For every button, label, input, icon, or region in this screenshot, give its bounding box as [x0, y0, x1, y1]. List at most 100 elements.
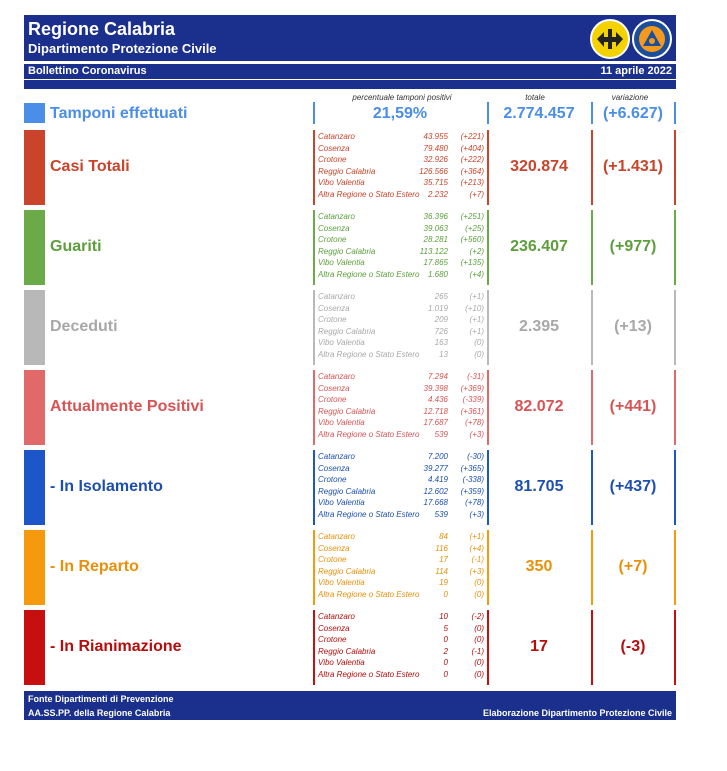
- province-value: 163: [434, 338, 448, 347]
- province-name: Crotone: [318, 395, 347, 404]
- department-title: Dipartimento Protezione Civile: [28, 41, 217, 56]
- isolamento-change: (+437): [609, 477, 657, 495]
- isolamento-label: - In Isolamento: [50, 477, 163, 495]
- deceduti-divider: [591, 290, 593, 365]
- province-value: 0: [443, 669, 448, 679]
- province-name: Altra Regione o Stato Estero: [318, 509, 420, 519]
- source-line-1: Fonte Dipartimenti di Prevenzione: [28, 694, 174, 704]
- positivi-total: 82.072: [514, 397, 564, 415]
- casi-change: (+1.431): [602, 157, 664, 175]
- isolamento-total: 81.705: [514, 477, 564, 495]
- province-name: Altra Regione o Stato Estero: [318, 349, 420, 359]
- province-name: Catanzaro: [318, 452, 355, 461]
- province-change: (+251): [460, 212, 484, 221]
- province-change: (+213): [460, 178, 484, 187]
- province-change: (+135): [460, 258, 484, 267]
- province-name: Crotone: [318, 155, 347, 164]
- province-value: 113.122: [419, 246, 448, 256]
- province-value: 17.687: [423, 418, 448, 427]
- province-value: 32.926: [423, 155, 448, 164]
- province-name: Catanzaro: [318, 292, 355, 301]
- province-name: Crotone: [318, 555, 347, 564]
- positivi-divider: [313, 370, 315, 445]
- isolamento-divider: [313, 450, 315, 525]
- positivi-label: Attualmente Positivi: [50, 397, 204, 415]
- province-value: 17.865: [423, 258, 448, 267]
- province-value: 28.281: [423, 235, 448, 244]
- province-change: (+221): [460, 132, 484, 141]
- source-line-2: AA.SS.PP. della Regione Calabria: [28, 708, 171, 718]
- province-name: Cosenza: [318, 303, 350, 313]
- province-value: 5: [443, 623, 448, 633]
- province-value: 19: [439, 578, 448, 587]
- positivi-swatch: [24, 370, 45, 445]
- province-change: (-338): [462, 475, 484, 484]
- province-name: Reggio Calabria: [318, 326, 376, 336]
- province-change: (-1): [471, 646, 484, 656]
- province-change: (+3): [469, 509, 484, 519]
- province-change: (-2): [471, 612, 484, 621]
- isolamento-divider: [674, 450, 676, 525]
- province-value: 39.398: [423, 383, 448, 393]
- rianimazione-label: - In Rianimazione: [50, 637, 182, 655]
- guariti-total: 236.407: [510, 237, 568, 255]
- row-isolamento: - In Isolamento Catanzaro 7.200 (-30) Cosenz…: [24, 450, 676, 525]
- reparto-divider: [674, 530, 676, 605]
- guariti-divider: [591, 210, 593, 285]
- province-name: Crotone: [318, 235, 347, 244]
- province-change: (0): [474, 349, 484, 359]
- total-column-header: totale: [525, 93, 545, 102]
- province-change: (+359): [460, 486, 484, 496]
- row-reparto: - In Reparto Catanzaro 84 (+1) Cosenza 116 (+4…: [24, 530, 676, 605]
- province-name: Vibo Valentia: [318, 258, 365, 267]
- province-name: Reggio Calabria: [318, 246, 376, 256]
- province-value: 7.200: [427, 452, 448, 461]
- deceduti-label: Deceduti: [50, 317, 118, 335]
- province-name: Vibo Valentia: [318, 578, 365, 587]
- rianimazione-total: 17: [530, 637, 548, 655]
- change-column-header: variazione: [611, 93, 649, 102]
- province-change: (+3): [469, 429, 484, 439]
- province-value: 1.680: [427, 269, 448, 279]
- province-change: (+7): [469, 189, 484, 199]
- deceduti-total: 2.395: [518, 317, 560, 335]
- reparto-change: (+7): [618, 557, 648, 575]
- tamponi-swatch: [24, 103, 45, 123]
- province-change: (+222): [460, 155, 484, 164]
- province-change: (0): [474, 669, 484, 679]
- rianimazione-swatch: [24, 610, 45, 685]
- reparto-label: - In Reparto: [50, 557, 139, 575]
- province-change: (+361): [460, 406, 484, 416]
- bulletin-title: Bollettino Coronavirus: [28, 65, 147, 77]
- province-change: (+3): [469, 566, 484, 576]
- header-divider-bar: [24, 80, 676, 89]
- province-value: 265: [434, 292, 448, 301]
- casi-total: 320.874: [510, 157, 568, 175]
- province-value: 114: [435, 566, 448, 576]
- guariti-divider: [674, 210, 676, 285]
- province-change: (+365): [460, 463, 484, 473]
- province-value: 79.480: [423, 143, 448, 153]
- province-value: 726: [434, 326, 448, 336]
- tamponi-total: 2.774.457: [503, 105, 575, 122]
- positivi-divider: [674, 370, 676, 445]
- province-change: (0): [474, 338, 484, 347]
- isolamento-divider: [591, 450, 593, 525]
- tamponi-divider: [313, 102, 315, 124]
- guariti-divider: [487, 210, 489, 285]
- isolamento-swatch: [24, 450, 45, 525]
- province-change: (-1): [471, 555, 484, 564]
- guariti-label: Guariti: [50, 237, 102, 255]
- province-name: Reggio Calabria: [318, 566, 376, 576]
- province-name: Vibo Valentia: [318, 658, 365, 667]
- province-value: 0: [443, 635, 448, 644]
- province-value: 1.019: [427, 303, 448, 313]
- rianimazione-divider: [674, 610, 676, 685]
- province-change: (+1): [469, 532, 484, 541]
- deceduti-divider: [674, 290, 676, 365]
- province-value: 0: [443, 658, 448, 667]
- province-name: Reggio Calabria: [318, 406, 376, 416]
- province-value: 209: [434, 315, 448, 324]
- tamponi-positivity: 21,59%: [372, 105, 428, 122]
- province-value: 12.602: [423, 486, 448, 496]
